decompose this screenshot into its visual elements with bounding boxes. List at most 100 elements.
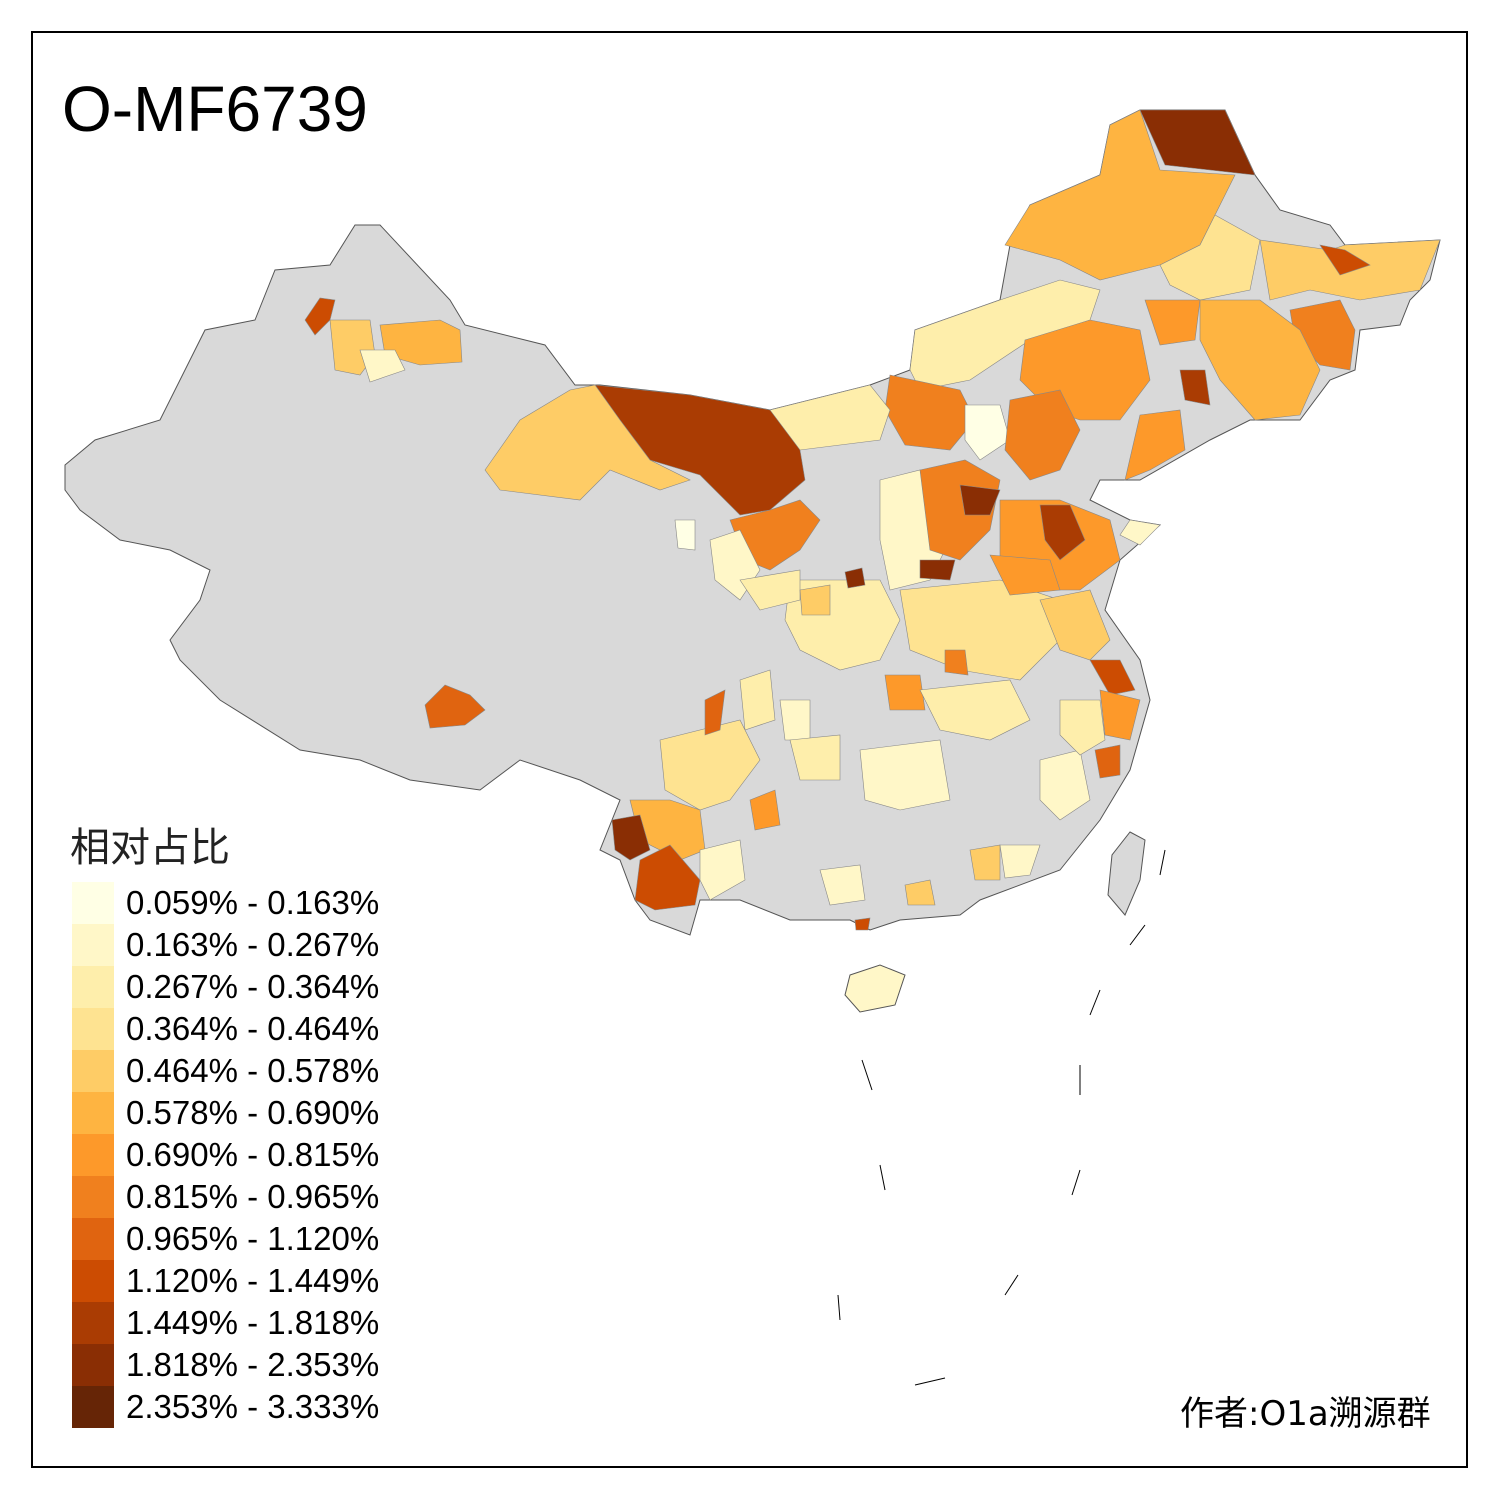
legend-label: 0.163% - 0.267% bbox=[126, 926, 380, 963]
region bbox=[1179, 369, 1211, 406]
legend-item: 1.449% - 1.818% bbox=[72, 1302, 379, 1344]
region bbox=[944, 649, 969, 676]
region bbox=[1119, 519, 1161, 546]
legend-label: 1.449% - 1.818% bbox=[126, 1304, 380, 1341]
legend-label: 1.818% - 2.353% bbox=[126, 1346, 380, 1383]
region bbox=[304, 297, 336, 336]
legend-item: 0.815% - 0.965% bbox=[72, 1176, 379, 1218]
legend-swatch bbox=[72, 1050, 114, 1092]
region bbox=[789, 734, 841, 781]
legend-swatch bbox=[72, 1344, 114, 1386]
legend-item: 0.578% - 0.690% bbox=[72, 1092, 379, 1134]
legend-swatch bbox=[72, 1134, 114, 1176]
legend-swatch bbox=[72, 1386, 114, 1428]
region bbox=[1004, 389, 1081, 481]
region bbox=[919, 679, 1031, 741]
island-boundary bbox=[1089, 989, 1101, 1016]
region bbox=[1039, 504, 1086, 561]
legend-swatch bbox=[72, 1176, 114, 1218]
legend-label: 0.464% - 0.578% bbox=[126, 1052, 380, 1089]
region bbox=[1099, 689, 1141, 741]
region bbox=[699, 839, 746, 901]
legend: 0.059% - 0.163% 0.163% - 0.267% 0.267% - 0… bbox=[72, 882, 379, 1428]
legend-swatch bbox=[72, 1092, 114, 1134]
region bbox=[739, 569, 801, 611]
region bbox=[424, 684, 486, 729]
region bbox=[1004, 109, 1236, 281]
legend-label: 0.059% - 0.163% bbox=[126, 884, 380, 921]
region bbox=[779, 699, 811, 741]
region bbox=[989, 554, 1061, 596]
region bbox=[964, 404, 1011, 461]
legend-item: 0.965% - 1.120% bbox=[72, 1218, 379, 1260]
region bbox=[634, 844, 701, 911]
legend-label: 0.578% - 0.690% bbox=[126, 1094, 380, 1131]
region bbox=[884, 674, 926, 711]
island-boundary bbox=[879, 1164, 886, 1191]
region bbox=[1144, 299, 1201, 346]
region bbox=[859, 739, 951, 811]
region bbox=[659, 719, 761, 811]
region bbox=[1059, 699, 1106, 756]
region bbox=[1124, 409, 1186, 481]
taiwan bbox=[1107, 831, 1146, 916]
region bbox=[704, 689, 726, 736]
island-boundary bbox=[837, 1294, 841, 1321]
legend-swatch bbox=[72, 1302, 114, 1344]
legend-label: 0.965% - 1.120% bbox=[126, 1220, 380, 1257]
region bbox=[739, 669, 776, 731]
region bbox=[1089, 659, 1136, 696]
hainan bbox=[844, 964, 906, 1013]
island-boundary bbox=[914, 1377, 946, 1386]
legend-item: 0.059% - 0.163% bbox=[72, 882, 379, 924]
legend-swatch bbox=[72, 882, 114, 924]
legend-swatch bbox=[72, 1218, 114, 1260]
region bbox=[1139, 109, 1256, 176]
legend-label: 0.267% - 0.364% bbox=[126, 968, 380, 1005]
region bbox=[799, 584, 831, 616]
region bbox=[484, 384, 691, 501]
region bbox=[1199, 299, 1321, 421]
island-boundary bbox=[1004, 1274, 1019, 1296]
legend-title: 相对占比 bbox=[70, 825, 230, 871]
legend-item: 2.353% - 3.333% bbox=[72, 1386, 379, 1428]
legend-label: 0.690% - 0.815% bbox=[126, 1136, 380, 1173]
island-boundary bbox=[1071, 1169, 1081, 1196]
legend-item: 0.690% - 0.815% bbox=[72, 1134, 379, 1176]
legend-item: 1.120% - 1.449% bbox=[72, 1260, 379, 1302]
region bbox=[919, 459, 1001, 561]
legend-swatch bbox=[72, 1260, 114, 1302]
region bbox=[904, 879, 936, 906]
legend-label: 0.364% - 0.464% bbox=[126, 1010, 380, 1047]
region bbox=[819, 864, 866, 906]
island-boundary bbox=[861, 1059, 873, 1091]
region bbox=[1039, 749, 1091, 821]
island-boundary bbox=[1129, 924, 1146, 946]
island-boundary bbox=[1159, 849, 1166, 876]
legend-label: 1.120% - 1.449% bbox=[126, 1262, 380, 1299]
region bbox=[909, 279, 1101, 391]
legend-swatch bbox=[72, 924, 114, 966]
legend-item: 0.364% - 0.464% bbox=[72, 1008, 379, 1050]
region bbox=[854, 917, 871, 931]
author-credit: 作者:O1a溯源群 bbox=[1180, 1394, 1431, 1434]
region bbox=[1159, 214, 1261, 301]
region bbox=[1319, 244, 1371, 276]
region bbox=[959, 484, 1001, 516]
map-frame bbox=[31, 31, 1468, 1468]
region bbox=[999, 844, 1041, 879]
legend-item: 0.163% - 0.267% bbox=[72, 924, 379, 966]
legend-label: 0.815% - 0.965% bbox=[126, 1178, 380, 1215]
legend-item: 0.464% - 0.578% bbox=[72, 1050, 379, 1092]
region bbox=[919, 559, 956, 581]
legend-item: 0.267% - 0.364% bbox=[72, 966, 379, 1008]
region bbox=[1094, 744, 1121, 779]
map-title: O-MF6739 bbox=[62, 73, 368, 145]
region bbox=[359, 349, 406, 383]
legend-swatch bbox=[72, 1008, 114, 1050]
region bbox=[1039, 589, 1111, 661]
region bbox=[611, 814, 651, 861]
region bbox=[749, 789, 781, 831]
region bbox=[844, 567, 866, 589]
